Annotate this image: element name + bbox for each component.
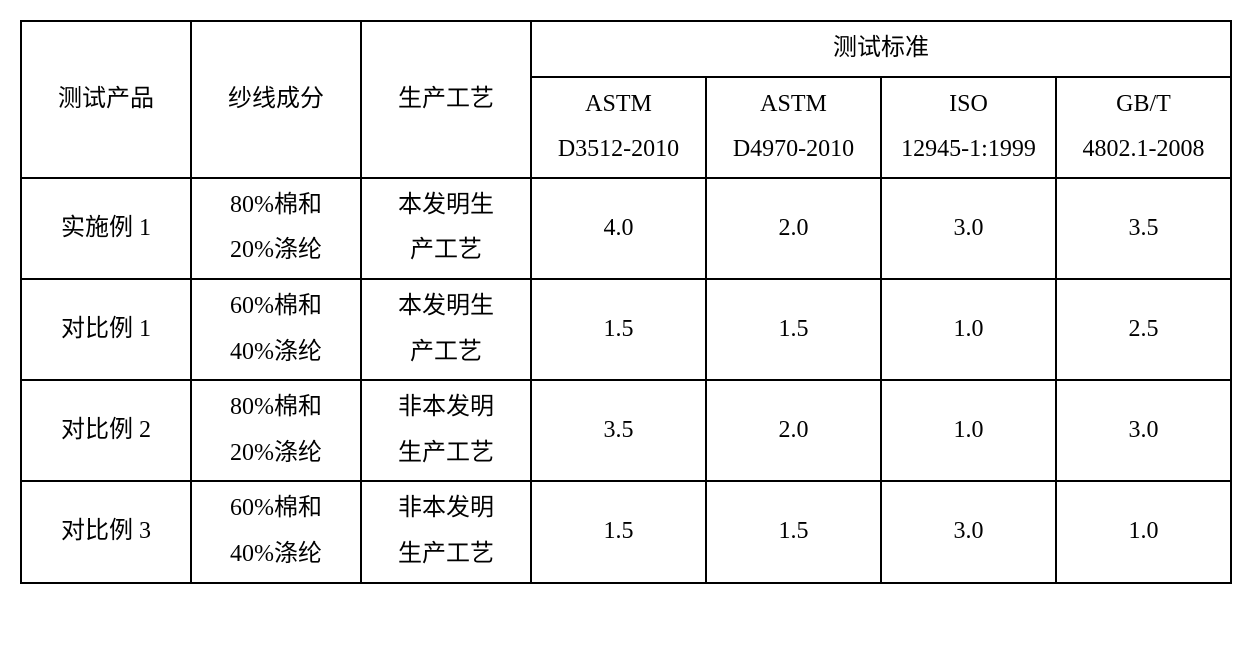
cell-yarn: 60%棉和 40%涤纶 bbox=[191, 481, 361, 582]
std1-line2: D3512-2010 bbox=[534, 127, 703, 173]
proc-l1: 本发明生 bbox=[364, 183, 528, 229]
cell-process: 本发明生 产工艺 bbox=[361, 178, 531, 279]
col-header-std2: ASTM D4970-2010 bbox=[706, 77, 881, 178]
cell-v2: 1.5 bbox=[706, 279, 881, 380]
yarn-l2: 40%涤纶 bbox=[194, 330, 358, 376]
cell-v1: 4.0 bbox=[531, 178, 706, 279]
cell-v4: 3.0 bbox=[1056, 380, 1231, 481]
col-header-std3: ISO 12945-1:1999 bbox=[881, 77, 1056, 178]
proc-l1: 非本发明 bbox=[364, 486, 528, 532]
col-header-product: 测试产品 bbox=[21, 21, 191, 178]
col-header-std4: GB/T 4802.1-2008 bbox=[1056, 77, 1231, 178]
yarn-l1: 60%棉和 bbox=[194, 284, 358, 330]
cell-v3: 1.0 bbox=[881, 380, 1056, 481]
proc-l2: 产工艺 bbox=[364, 330, 528, 376]
cell-v1: 1.5 bbox=[531, 279, 706, 380]
yarn-l1: 80%棉和 bbox=[194, 183, 358, 229]
std3-line1: ISO bbox=[884, 82, 1053, 128]
proc-l2: 生产工艺 bbox=[364, 431, 528, 477]
yarn-l1: 60%棉和 bbox=[194, 486, 358, 532]
cell-yarn: 80%棉和 20%涤纶 bbox=[191, 178, 361, 279]
col-header-standards-group: 测试标准 bbox=[531, 21, 1231, 77]
comparison-table: 测试产品 纱线成分 生产工艺 测试标准 ASTM D3512-2010 ASTM… bbox=[20, 20, 1232, 584]
std4-line2: 4802.1-2008 bbox=[1059, 127, 1228, 173]
cell-product: 对比例 2 bbox=[21, 380, 191, 481]
cell-v3: 3.0 bbox=[881, 178, 1056, 279]
cell-v4: 1.0 bbox=[1056, 481, 1231, 582]
cell-v1: 3.5 bbox=[531, 380, 706, 481]
cell-process: 本发明生 产工艺 bbox=[361, 279, 531, 380]
cell-v4: 3.5 bbox=[1056, 178, 1231, 279]
proc-l2: 生产工艺 bbox=[364, 532, 528, 578]
table-row: 对比例 1 60%棉和 40%涤纶 本发明生 产工艺 1.5 1.5 1.0 2… bbox=[21, 279, 1231, 380]
cell-product: 实施例 1 bbox=[21, 178, 191, 279]
cell-v1: 1.5 bbox=[531, 481, 706, 582]
proc-l1: 本发明生 bbox=[364, 284, 528, 330]
cell-v2: 2.0 bbox=[706, 380, 881, 481]
cell-product: 对比例 3 bbox=[21, 481, 191, 582]
std1-line1: ASTM bbox=[534, 82, 703, 128]
std2-line2: D4970-2010 bbox=[709, 127, 878, 173]
cell-v2: 1.5 bbox=[706, 481, 881, 582]
cell-yarn: 60%棉和 40%涤纶 bbox=[191, 279, 361, 380]
yarn-l1: 80%棉和 bbox=[194, 385, 358, 431]
col-header-yarn: 纱线成分 bbox=[191, 21, 361, 178]
cell-process: 非本发明 生产工艺 bbox=[361, 380, 531, 481]
std3-line2: 12945-1:1999 bbox=[884, 127, 1053, 173]
yarn-l2: 20%涤纶 bbox=[194, 228, 358, 274]
proc-l1: 非本发明 bbox=[364, 385, 528, 431]
cell-v3: 3.0 bbox=[881, 481, 1056, 582]
col-header-process: 生产工艺 bbox=[361, 21, 531, 178]
proc-l2: 产工艺 bbox=[364, 228, 528, 274]
table-row: 实施例 1 80%棉和 20%涤纶 本发明生 产工艺 4.0 2.0 3.0 3… bbox=[21, 178, 1231, 279]
std2-line1: ASTM bbox=[709, 82, 878, 128]
cell-v2: 2.0 bbox=[706, 178, 881, 279]
comparison-table-container: 测试产品 纱线成分 生产工艺 测试标准 ASTM D3512-2010 ASTM… bbox=[20, 20, 1219, 584]
std4-line1: GB/T bbox=[1059, 82, 1228, 128]
cell-product: 对比例 1 bbox=[21, 279, 191, 380]
header-row-1: 测试产品 纱线成分 生产工艺 测试标准 bbox=[21, 21, 1231, 77]
cell-yarn: 80%棉和 20%涤纶 bbox=[191, 380, 361, 481]
yarn-l2: 40%涤纶 bbox=[194, 532, 358, 578]
table-row: 对比例 3 60%棉和 40%涤纶 非本发明 生产工艺 1.5 1.5 3.0 … bbox=[21, 481, 1231, 582]
col-header-std1: ASTM D3512-2010 bbox=[531, 77, 706, 178]
cell-v4: 2.5 bbox=[1056, 279, 1231, 380]
cell-process: 非本发明 生产工艺 bbox=[361, 481, 531, 582]
table-row: 对比例 2 80%棉和 20%涤纶 非本发明 生产工艺 3.5 2.0 1.0 … bbox=[21, 380, 1231, 481]
yarn-l2: 20%涤纶 bbox=[194, 431, 358, 477]
cell-v3: 1.0 bbox=[881, 279, 1056, 380]
